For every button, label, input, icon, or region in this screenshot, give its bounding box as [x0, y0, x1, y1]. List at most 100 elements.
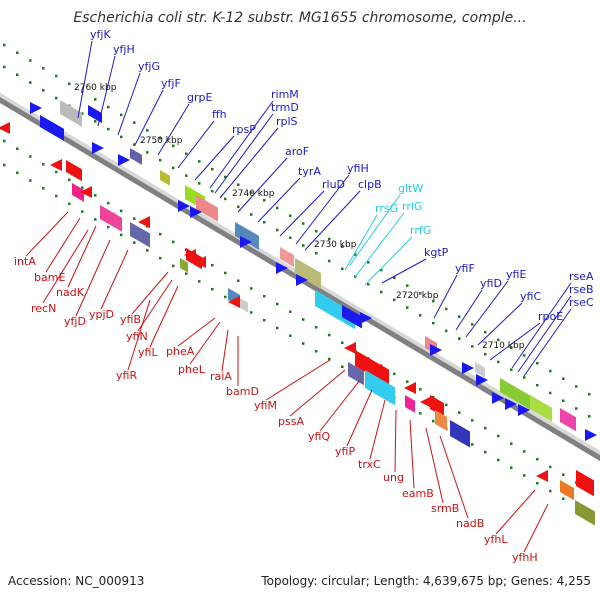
track-dot [159, 136, 162, 140]
track-dot [250, 213, 253, 216]
gene-label-intA[interactable]: intA [14, 255, 36, 268]
gene-label-aroF[interactable]: aroF [285, 145, 309, 158]
gene-label-rimM[interactable]: rimM [271, 88, 299, 101]
track-dot [81, 112, 84, 115]
rna-label-rrsG[interactable]: rrsG [375, 202, 398, 215]
gene-label-nadK[interactable]: nadK [56, 286, 85, 299]
track-dot [42, 163, 45, 166]
track-dot [16, 147, 19, 151]
track-dot [510, 442, 513, 445]
gene-label-srmB[interactable]: srmB [431, 502, 459, 515]
track-dot [432, 419, 435, 423]
rna-label-rrfG[interactable]: rrfG [410, 224, 431, 237]
gene-leader-line [194, 135, 235, 181]
gene-label-rpsP[interactable]: rpsP [232, 123, 256, 136]
gene-label-rseC[interactable]: rseC [569, 296, 594, 309]
track-dot [471, 345, 474, 348]
gene-label-rluD[interactable]: rluD [322, 178, 345, 191]
gene-leader-line [319, 379, 361, 432]
gene-label-pheL[interactable]: pheL [178, 363, 206, 376]
gene-label-ypjD[interactable]: ypjD [89, 308, 114, 321]
gene-leader-line [42, 229, 89, 304]
gene-label-rseB[interactable]: rseB [569, 283, 594, 296]
gene-label-yfjD[interactable]: yfjD [64, 315, 86, 328]
gene-label-rplS[interactable]: rplS [276, 115, 298, 128]
gene-feature-block [66, 160, 82, 182]
rna-label-rrlG[interactable]: rrlG [402, 200, 422, 213]
gene-label-yfiD[interactable]: yfiD [480, 277, 502, 290]
gene-feature-block [235, 221, 259, 250]
gene-label-yfiF[interactable]: yfiF [455, 262, 475, 275]
track-dot [302, 318, 305, 321]
gene-leader-line [265, 359, 331, 401]
gene-leader-line [511, 282, 572, 369]
track-dot [562, 497, 565, 500]
track-dot [172, 240, 175, 244]
gene-leader-line [439, 435, 469, 519]
gene-label-eamB[interactable]: eamB [402, 487, 434, 500]
track-dot [406, 284, 409, 287]
gene-label-yfjG[interactable]: yfjG [138, 60, 160, 73]
track-dot [510, 346, 513, 349]
gene-label-yfiB[interactable]: yfiB [120, 313, 141, 326]
gene-feature-block [295, 258, 321, 290]
gene-label-yfiL[interactable]: yfiL [138, 346, 158, 359]
genes-count-text: Genes: 4,255 [510, 574, 591, 588]
gene-feature-block [88, 105, 102, 124]
gene-label-yfiQ[interactable]: yfiQ [308, 430, 330, 443]
gene-feature-block [435, 410, 447, 431]
gene-label-yfhH[interactable]: yfhH [512, 551, 538, 564]
gene-label-yfjH[interactable]: yfjH [113, 43, 135, 56]
gene-label-rseA[interactable]: rseA [569, 270, 594, 283]
track-dot [146, 129, 149, 132]
gene-label-trmD[interactable]: trmD [271, 101, 299, 114]
gene-label-pheA[interactable]: pheA [166, 345, 195, 358]
forward-strand-arrow [492, 392, 504, 404]
gene-label-yfhL[interactable]: yfhL [484, 533, 508, 546]
gene-label-bamE[interactable]: bamE [34, 271, 65, 284]
gene-label-bamD[interactable]: bamD [226, 385, 259, 398]
gene-label-trxC[interactable]: trxC [358, 458, 381, 471]
gene-leader-line [455, 289, 483, 331]
track-dot [172, 264, 175, 268]
gene-label-yfiH[interactable]: yfiH [347, 162, 369, 175]
gene-label-kgtP[interactable]: kgtP [424, 246, 449, 259]
rna-label-gltW[interactable]: gltW [398, 182, 423, 195]
forward-strand-arrow [296, 274, 308, 286]
track-dot [159, 232, 162, 236]
gene-feature-block [365, 370, 395, 406]
gene-leader-line [279, 190, 325, 237]
gene-label-pssA[interactable]: pssA [278, 415, 304, 428]
gene-label-nadB[interactable]: nadB [456, 517, 484, 530]
track-dot [458, 411, 461, 414]
gene-label-raiA[interactable]: raiA [210, 370, 232, 383]
gene-label-rpoE[interactable]: rpoE [538, 310, 563, 323]
track-dot [289, 236, 292, 240]
gene-label-yfjK[interactable]: yfjK [90, 28, 111, 41]
length-text: Length: 4,639,675 bp; [373, 574, 508, 588]
gene-label-yfiE[interactable]: yfiE [506, 268, 526, 281]
gene-leader-line [189, 321, 221, 365]
gene-label-yfiP[interactable]: yfiP [335, 445, 355, 458]
gene-label-grpE[interactable]: grpE [187, 91, 212, 104]
gene-label-clpB[interactable]: clpB [358, 178, 382, 191]
gene-label-recN[interactable]: recN [31, 302, 56, 315]
gene-label-ung[interactable]: ung [383, 471, 404, 484]
gene-label-ffh[interactable]: ffh [212, 108, 227, 121]
track-dot [315, 326, 318, 329]
gene-label-yfiC[interactable]: yfiC [520, 290, 541, 303]
track-dot [497, 434, 500, 438]
track-dot [276, 326, 279, 330]
gene-label-yfiM[interactable]: yfiM [254, 399, 277, 412]
gene-label-tyrA[interactable]: tyrA [298, 165, 321, 178]
gene-leader-line [289, 369, 346, 417]
track-dot [328, 259, 331, 263]
gene-label-yfiN[interactable]: yfiN [126, 330, 148, 343]
gene-leader-line [67, 225, 97, 288]
track-dot [94, 98, 97, 101]
track-dot [16, 73, 19, 77]
gene-label-yfjF[interactable]: yfjF [161, 77, 181, 90]
track-dot [16, 171, 19, 175]
gene-label-yfiR[interactable]: yfiR [116, 369, 137, 382]
